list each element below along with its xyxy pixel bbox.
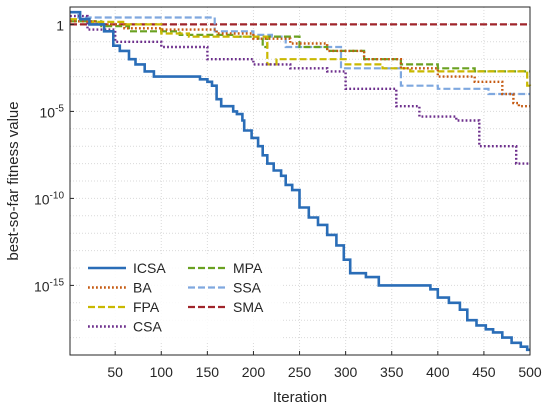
legend-label-ba: BA	[133, 280, 152, 296]
legend-label-ssa: SSA	[233, 280, 262, 296]
series-line-ba	[70, 20, 530, 108]
y-tick-label-2: 10-5	[40, 103, 65, 120]
x-tick-label-5: 300	[334, 364, 358, 380]
series-line-icsa	[70, 10, 530, 352]
series-layer	[70, 10, 532, 352]
legend-label-sma: SMA	[233, 299, 264, 315]
x-tick-label-1: 100	[150, 364, 174, 380]
legend-label-csa: CSA	[133, 319, 162, 335]
y-axis-ticks: 10-15 10-10 10-5 1	[34, 17, 74, 294]
x-tick-label-9: 500	[518, 364, 542, 380]
legend: ICSA BA FPA CSA MPA SSA SMA	[82, 254, 282, 342]
x-tick-label-7: 400	[426, 364, 450, 380]
x-tick-label-0: 50	[107, 364, 123, 380]
x-tick-label-4: 250	[288, 364, 312, 380]
legend-label-fpa: FPA	[133, 299, 160, 315]
y-tick-label-1: 10-10	[34, 190, 64, 207]
legend-label-mpa: MPA	[233, 260, 263, 276]
x-tick-label-3: 200	[242, 364, 266, 380]
series-line-fpa	[70, 18, 532, 89]
series-line-mpa	[70, 20, 530, 73]
x-tick-label-2: 150	[196, 364, 220, 380]
series-line-csa	[70, 14, 530, 165]
x-axis-ticks: 50 100 150 200 250 300 350 400 450 500	[107, 351, 542, 380]
y-tick-label-3: 1	[56, 17, 64, 33]
x-tick-label-8: 450	[472, 364, 496, 380]
x-tick-label-6: 350	[380, 364, 404, 380]
legend-label-icsa: ICSA	[133, 260, 166, 276]
y-tick-label-0: 10-15	[34, 277, 64, 294]
x-axis-label: Iteration	[273, 389, 327, 406]
series-line-ssa	[70, 11, 530, 96]
y-axis-label: best-so-far fitness value	[5, 101, 22, 260]
